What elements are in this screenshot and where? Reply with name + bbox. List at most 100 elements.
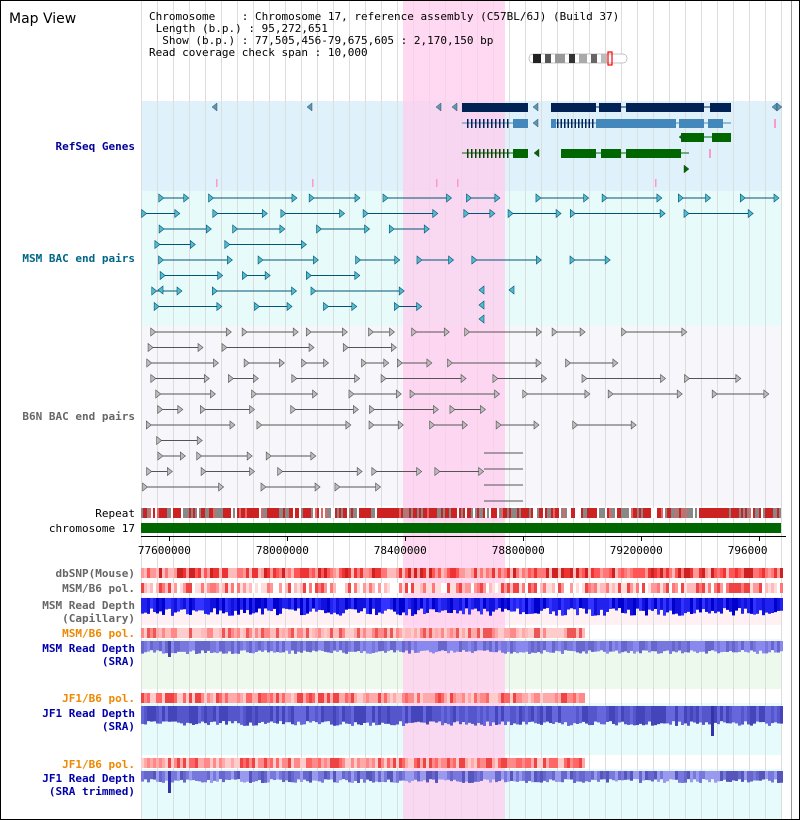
b6n-bac-feature-end[interactable] bbox=[353, 404, 359, 415]
msm-bac-feature-end[interactable] bbox=[555, 208, 562, 219]
msm-bac-feature-arrow[interactable] bbox=[478, 314, 485, 324]
b6n-bac-feature-end[interactable] bbox=[391, 342, 397, 353]
gene-feature-tick[interactable] bbox=[581, 119, 584, 128]
b6n-bac-feature-end[interactable] bbox=[156, 435, 163, 446]
msm-bac-feature-end[interactable] bbox=[313, 255, 319, 265]
gene-feature-arrow[interactable] bbox=[532, 118, 539, 128]
msm-bac-feature-end[interactable] bbox=[683, 208, 690, 219]
gene-feature-5-exon[interactable] bbox=[681, 133, 704, 142]
msm-bac-feature-end[interactable] bbox=[217, 270, 224, 281]
msm-bac-feature-arrow[interactable] bbox=[508, 285, 515, 295]
msm-bac-feature-end[interactable] bbox=[261, 208, 268, 219]
gene-feature-tick[interactable] bbox=[592, 119, 594, 128]
msm-bac-feature-end[interactable] bbox=[159, 270, 166, 281]
b6n-bac-feature-end[interactable] bbox=[277, 466, 284, 477]
b6n-bac-feature-end[interactable] bbox=[196, 451, 203, 461]
b6n-bac-feature-end[interactable] bbox=[260, 482, 267, 492]
gene-feature-arrow[interactable] bbox=[771, 102, 778, 112]
gene-feature-tick[interactable] bbox=[564, 119, 566, 128]
b6n-bac-feature-end[interactable] bbox=[142, 482, 149, 492]
b6n-bac-feature-end[interactable] bbox=[177, 404, 184, 415]
gene-feature-arrow[interactable] bbox=[532, 102, 539, 112]
b6n-bac-feature-end[interactable] bbox=[253, 373, 259, 384]
b6n-bac-feature-end[interactable] bbox=[368, 420, 375, 430]
msm-bac-feature-end[interactable] bbox=[291, 286, 298, 296]
b6n-bac-feature-end[interactable] bbox=[371, 466, 378, 477]
msm-bac-feature-end[interactable] bbox=[471, 255, 478, 265]
b6n-bac-feature-end[interactable] bbox=[480, 404, 486, 415]
b6n-bac-feature-end[interactable] bbox=[279, 358, 285, 368]
b6n-bac-feature-end[interactable] bbox=[492, 373, 499, 384]
b6n-bac-feature-end[interactable] bbox=[356, 466, 363, 477]
b6n-bac-feature-end[interactable] bbox=[621, 327, 628, 337]
b6n-bac-feature-end[interactable] bbox=[676, 389, 683, 399]
b6n-bac-feature-end[interactable] bbox=[434, 466, 441, 477]
gene-feature-tick[interactable] bbox=[483, 149, 485, 158]
msm-bac-feature-end[interactable] bbox=[351, 301, 358, 312]
gene-feature-tick[interactable] bbox=[495, 149, 497, 158]
b6n-bac-feature-end[interactable] bbox=[395, 389, 402, 399]
b6n-bac-feature-end[interactable] bbox=[290, 404, 297, 415]
msm-bac-feature-end[interactable] bbox=[536, 255, 542, 265]
gene-feature-tick[interactable] bbox=[491, 149, 493, 158]
gene-feature-tick[interactable] bbox=[475, 119, 477, 128]
b6n-bac-feature-end[interactable] bbox=[581, 373, 588, 384]
msm-bac-feature-end[interactable] bbox=[264, 270, 271, 281]
msm-bac-feature-end[interactable] bbox=[739, 193, 746, 203]
b6n-bac-feature-end[interactable] bbox=[536, 327, 542, 337]
msm-bac-feature-end[interactable] bbox=[354, 193, 361, 203]
b6n-bac-feature-end[interactable] bbox=[305, 327, 312, 337]
gene-feature-tick[interactable] bbox=[499, 149, 501, 158]
gene-feature-tick[interactable] bbox=[560, 119, 563, 128]
gene-feature-arrow[interactable] bbox=[435, 102, 442, 112]
gene-feature-tick[interactable] bbox=[487, 149, 489, 158]
b6n-bac-feature-end[interactable] bbox=[146, 466, 153, 477]
b6n-bac-feature-end[interactable] bbox=[243, 358, 250, 368]
msm-bac-feature-end[interactable] bbox=[448, 255, 455, 265]
b6n-bac-feature-end[interactable] bbox=[630, 420, 637, 430]
gene-feature-tick[interactable] bbox=[578, 119, 580, 128]
msm-bac-feature-end[interactable] bbox=[141, 208, 148, 219]
b6n-bac-feature-end[interactable] bbox=[449, 404, 456, 415]
b6n-bac-feature-end[interactable] bbox=[167, 466, 173, 477]
gene-feature-tick[interactable] bbox=[574, 119, 577, 128]
msm-bac-feature-end[interactable] bbox=[494, 193, 501, 203]
gene-feature-mark[interactable] bbox=[216, 179, 218, 187]
msm-bac-feature-end[interactable] bbox=[569, 255, 576, 265]
b6n-bac-feature-end[interactable] bbox=[342, 327, 348, 337]
msm-bac-feature-end[interactable] bbox=[601, 193, 608, 203]
gene-feature-tick[interactable] bbox=[471, 149, 473, 158]
msm-bac-feature-end[interactable] bbox=[364, 224, 371, 234]
jf1-read-depth-sra-label[interactable]: JF1 Read Depth bbox=[42, 707, 135, 720]
msm-read-depth-sra-label[interactable]: MSM Read Depth bbox=[42, 642, 135, 655]
msm-bac-feature-end[interactable] bbox=[183, 193, 190, 203]
b6n-bac-feature-end[interactable] bbox=[361, 358, 367, 368]
b6n-bac-feature-end[interactable] bbox=[660, 373, 666, 384]
gene-feature-tick[interactable] bbox=[571, 119, 573, 128]
msm-bac-feature-end[interactable] bbox=[604, 255, 611, 265]
b6n-bac-feature-end[interactable] bbox=[368, 327, 374, 337]
gene-feature-7-exon[interactable] bbox=[601, 149, 621, 158]
b6n-bac-feature-end[interactable] bbox=[495, 420, 502, 430]
gene-feature-2-exon[interactable] bbox=[710, 103, 731, 112]
msm-bac-feature-end[interactable] bbox=[176, 286, 183, 296]
msm-bac-feature-end[interactable] bbox=[254, 301, 260, 312]
b6n-bac-feature-end[interactable] bbox=[763, 389, 770, 399]
b6n-bac-feature-end[interactable] bbox=[210, 389, 216, 399]
msm-bac-feature-end[interactable] bbox=[224, 239, 231, 250]
gene-feature-2-exon[interactable] bbox=[599, 103, 621, 112]
b6n-bac-feature-end[interactable] bbox=[221, 342, 228, 353]
b6n-bac-feature-end[interactable] bbox=[256, 420, 263, 430]
b6n-bac-feature-end[interactable] bbox=[180, 451, 186, 461]
msm-bac-feature-end[interactable] bbox=[257, 255, 264, 265]
gene-feature-4-exon[interactable] bbox=[708, 119, 723, 128]
b6n-bac-feature-end[interactable] bbox=[200, 404, 206, 415]
b6n-bac-feature-end[interactable] bbox=[246, 451, 253, 461]
msm-bac-feature-end[interactable] bbox=[446, 193, 453, 203]
b6n-bac-feature-end[interactable] bbox=[409, 389, 416, 399]
gene-feature-4-exon[interactable] bbox=[551, 119, 556, 128]
b6n-bac-feature-end[interactable] bbox=[478, 466, 485, 477]
b6n-bac-feature-end[interactable] bbox=[389, 327, 395, 337]
gene-feature-3-exon[interactable] bbox=[513, 119, 528, 128]
jf1-read-depth-trimmed-label[interactable]: JF1 Read Depth bbox=[42, 772, 135, 785]
